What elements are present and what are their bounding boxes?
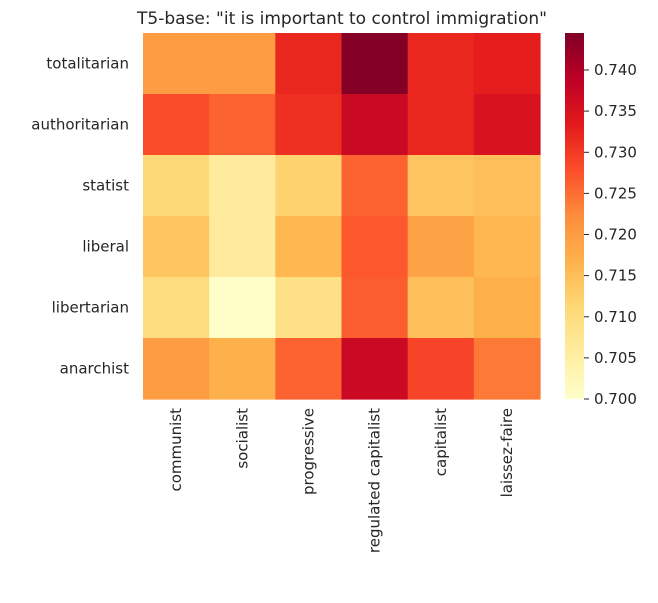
x-tick-label: laissez-faire — [498, 408, 516, 497]
heatmap-cell — [209, 216, 276, 278]
heatmap-cell — [275, 33, 343, 95]
y-tick-labels: totalitarian authoritarian statist liberal l… — [31, 55, 129, 378]
heatmap-cell — [275, 155, 343, 217]
heatmap-cell — [473, 33, 541, 95]
colorbar-tick-label: 0.725 — [594, 184, 637, 202]
heatmap-cell — [143, 155, 210, 217]
heatmap-cell — [275, 277, 343, 339]
heatmap-cell — [275, 216, 343, 278]
colorbar-tick-label: 0.715 — [594, 267, 637, 285]
heatmap-cell — [143, 277, 210, 339]
heatmap-cell — [407, 338, 475, 400]
x-tick-label: capitalist — [432, 408, 450, 476]
x-tick-label: socialist — [233, 408, 251, 469]
colorbar: 0.700 0.705 0.710 0.715 0.720 0.725 0.730 0.735… — [565, 33, 637, 408]
heatmap-cell — [209, 155, 276, 217]
heatmap-cell — [143, 94, 210, 156]
heatmap-cell — [143, 216, 210, 278]
y-tick-label: statist — [82, 177, 129, 195]
colorbar-gradient — [565, 33, 584, 399]
heatmap-cell — [473, 338, 541, 400]
y-tick-label: libertarian — [52, 299, 129, 317]
heatmap-cells — [143, 33, 541, 400]
heatmap-cell — [209, 277, 276, 339]
heatmap-cell — [143, 338, 210, 400]
heatmap-cell — [407, 216, 475, 278]
heatmap-cell — [407, 94, 475, 156]
heatmap-cell — [407, 155, 475, 217]
x-tick-label: progressive — [299, 408, 317, 495]
heatmap-cell — [473, 277, 541, 339]
heatmap-cell — [473, 94, 541, 156]
heatmap-cell — [341, 94, 409, 156]
heatmap-cell — [407, 33, 475, 95]
y-tick-label: authoritarian — [31, 116, 129, 134]
heatmap-cell — [341, 216, 409, 278]
heatmap-cell — [143, 33, 210, 95]
x-tick-labels: communist socialist progressive regulated c… — [167, 408, 516, 553]
colorbar-tick-label: 0.730 — [594, 143, 637, 161]
x-tick-label: communist — [167, 408, 185, 492]
y-tick-label: liberal — [82, 238, 129, 256]
heatmap-cell — [407, 277, 475, 339]
colorbar-tick-label: 0.710 — [594, 308, 637, 326]
colorbar-tick-label: 0.735 — [594, 102, 637, 120]
heatmap-cell — [275, 338, 343, 400]
heatmap-cell — [341, 338, 409, 400]
colorbar-tick-label: 0.705 — [594, 349, 637, 367]
colorbar-tick-label: 0.720 — [594, 226, 637, 244]
heatmap-cell — [209, 94, 276, 156]
y-tick-label: anarchist — [60, 360, 129, 378]
heatmap-cell — [473, 155, 541, 217]
heatmap-cell — [341, 33, 409, 95]
colorbar-tick-label: 0.740 — [594, 61, 637, 79]
colorbar-tick-label: 0.700 — [594, 390, 637, 408]
heatmap-cell — [341, 277, 409, 339]
heatmap-cell — [275, 94, 343, 156]
x-tick-label: regulated capitalist — [366, 408, 384, 553]
chart-title: T5-base: "it is important to control imm… — [136, 9, 547, 29]
heatmap-cell — [209, 33, 276, 95]
y-tick-label: totalitarian — [46, 55, 129, 73]
heatmap-cell — [209, 338, 276, 400]
heatmap-cell — [341, 155, 409, 217]
heatmap-cell — [473, 216, 541, 278]
